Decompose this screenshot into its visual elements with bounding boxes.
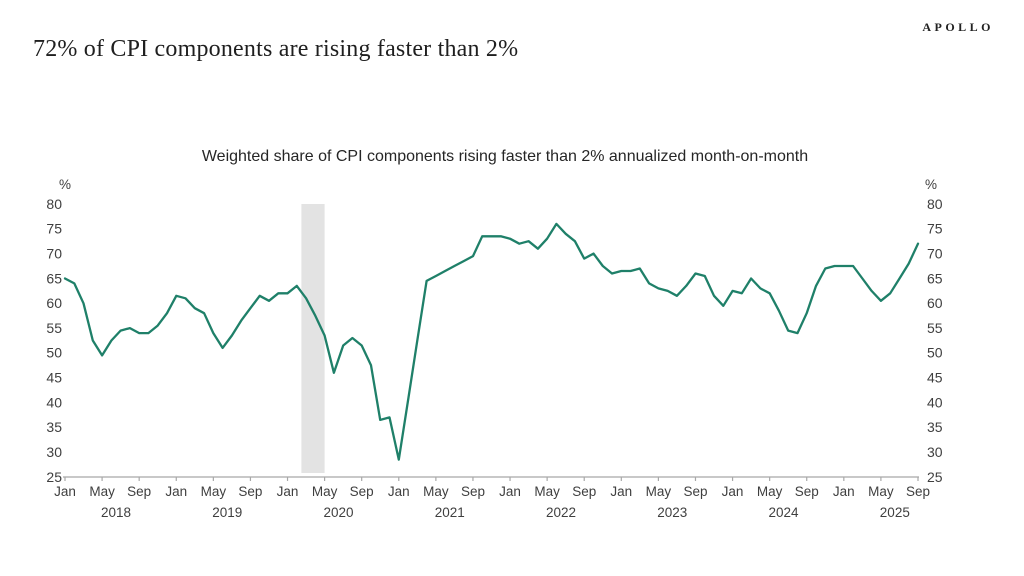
page-title: 72% of CPI components are rising faster … [33, 36, 519, 62]
y-axis-label-right: 45 [927, 370, 943, 386]
x-axis-month-label: Sep [238, 484, 262, 499]
percent-unit-label-left: % [59, 177, 71, 192]
y-axis-label-left: 75 [46, 221, 62, 237]
x-axis-year-label: 2025 [880, 505, 910, 520]
x-axis-month-label: Sep [683, 484, 707, 499]
x-axis-month-label: May [534, 484, 560, 499]
y-axis-label-right: 75 [927, 221, 943, 237]
y-axis-label-left: 25 [46, 469, 62, 485]
x-axis-month-label: Sep [906, 484, 930, 499]
x-axis-month-label: May [868, 484, 894, 499]
x-axis-year-label: 2020 [323, 505, 353, 520]
y-axis-label-right: 35 [927, 419, 943, 435]
x-axis-month-label: Jan [388, 484, 410, 499]
y-axis-label-right: 60 [927, 295, 943, 311]
x-axis-year-label: 2022 [546, 505, 576, 520]
x-axis-month-label: Sep [350, 484, 374, 499]
y-axis-label-left: 40 [46, 394, 62, 410]
y-axis-label-left: 65 [46, 270, 62, 286]
chart-title: Weighted share of CPI components rising … [201, 148, 809, 165]
x-axis-month-label: May [646, 484, 672, 499]
x-axis-month-label: Sep [795, 484, 819, 499]
y-axis-label-right: 55 [927, 320, 943, 336]
y-axis-label-left: 45 [46, 370, 62, 386]
y-axis-label-left: 80 [46, 196, 62, 212]
percent-unit-label-right: % [925, 177, 937, 192]
x-axis-month-label: May [312, 484, 338, 499]
x-axis-month-label: Jan [277, 484, 299, 499]
y-axis-label-right: 50 [927, 345, 943, 361]
series-line [63, 222, 920, 461]
y-axis-label-left: 30 [46, 444, 62, 460]
x-axis-month-label: May [201, 484, 227, 499]
x-axis-year-label: 2023 [657, 505, 687, 520]
x-axis-month-label: Jan [610, 484, 632, 499]
x-axis-month-label: Sep [127, 484, 151, 499]
x-axis-year-label: 2019 [212, 505, 242, 520]
x-axis-year-label: 2018 [101, 505, 131, 520]
apollo-logo: APOLLO [922, 20, 994, 34]
y-axis-label-left: 35 [46, 419, 62, 435]
x-axis-month-label: Sep [461, 484, 485, 499]
recession-band [301, 204, 325, 473]
y-axis-label-left: 55 [46, 320, 62, 336]
y-axis-label-right: 80 [927, 196, 943, 212]
y-axis-label-left: 50 [46, 345, 62, 361]
y-axis-label-right: 70 [927, 245, 943, 261]
y-axis-label-right: 25 [927, 469, 943, 485]
y-axis-label-left: 70 [46, 245, 62, 261]
x-axis-month-label: Jan [833, 484, 855, 499]
x-axis-month-label: Jan [499, 484, 521, 499]
x-axis-month-label: Sep [572, 484, 596, 499]
y-axis-label-left: 60 [46, 295, 62, 311]
x-axis-month-label: May [757, 484, 783, 499]
y-axis-label-right: 30 [927, 444, 943, 460]
x-axis-month-label: May [89, 484, 115, 499]
x-axis-month-label: Jan [54, 484, 76, 499]
y-axis-label-right: 65 [927, 270, 943, 286]
x-axis-year-label: 2021 [435, 505, 465, 520]
x-axis-month-label: Jan [722, 484, 744, 499]
x-axis-year-label: 2024 [769, 505, 800, 520]
x-axis-month-label: May [423, 484, 449, 499]
y-axis-label-right: 40 [927, 394, 943, 410]
x-axis-month-label: Jan [165, 484, 187, 499]
